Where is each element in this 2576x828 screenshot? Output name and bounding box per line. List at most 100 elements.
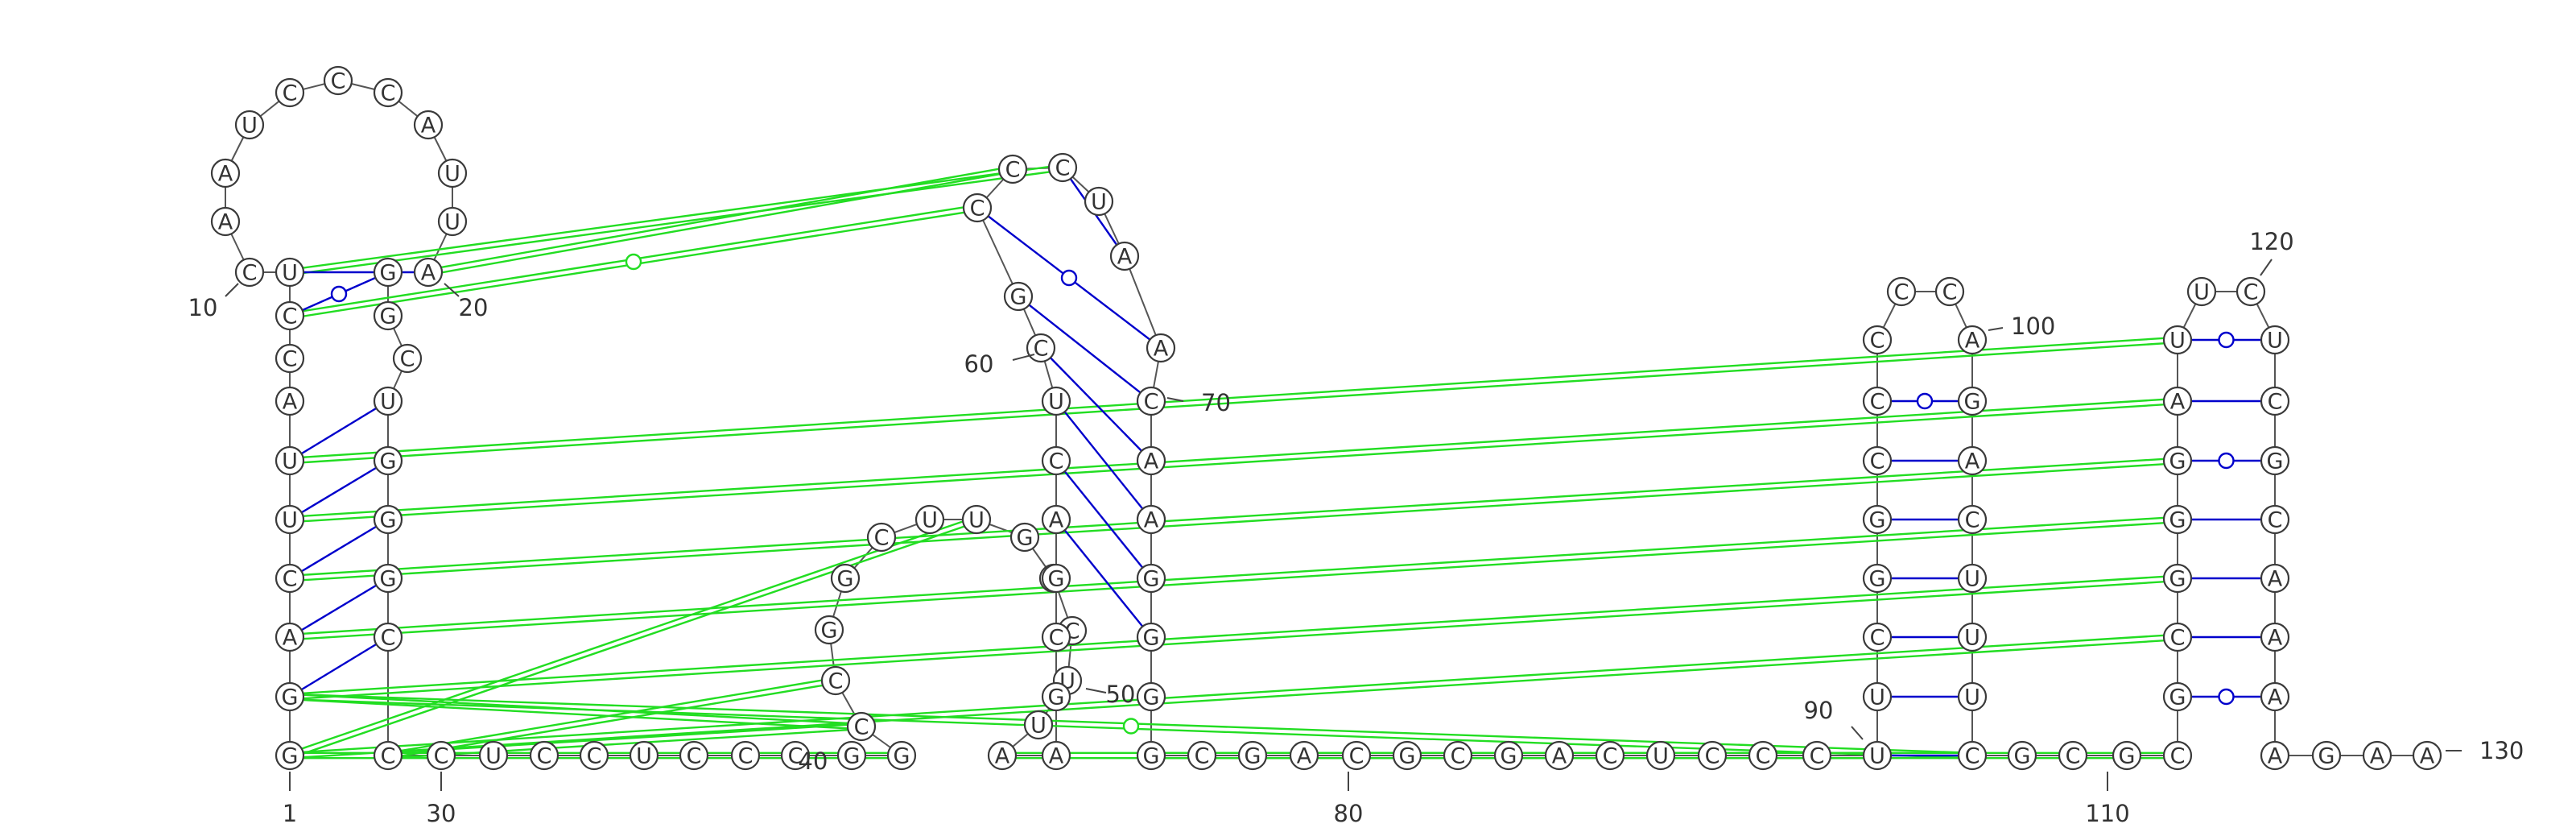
- nucleotide-circle: [1041, 504, 1071, 535]
- nucleotide: C: [373, 740, 403, 771]
- nucleotide-circle: [629, 740, 659, 771]
- nucleotide-letter: A: [2268, 626, 2283, 651]
- nucleotide-circle: [2186, 276, 2217, 307]
- nucleotide-letter: U: [444, 210, 460, 235]
- nucleotide-letter: U: [1030, 714, 1046, 739]
- nucleotide-circle: [1023, 710, 1054, 740]
- nucleotide-letter: C: [381, 626, 396, 651]
- backbone-segment: [1124, 255, 1162, 349]
- nucleotide: A: [1289, 740, 1319, 771]
- position-label: 10: [188, 294, 218, 321]
- nucleotide: A: [1957, 445, 1988, 476]
- nucleotide-circle: [2362, 740, 2392, 771]
- nucleotide-letter: G: [2014, 744, 2031, 769]
- position-label: 130: [2479, 737, 2524, 764]
- tertiary-interaction-line: [288, 515, 976, 755]
- nucleotide-circle: [1595, 740, 1625, 771]
- nucleotide-circle: [1862, 563, 1893, 594]
- nucleotide: A: [2260, 563, 2290, 594]
- nucleotide: A: [987, 740, 1018, 771]
- nucleotide: C: [1862, 445, 1893, 476]
- tertiary-interaction-line: [290, 520, 978, 760]
- nucleotide-letter: A: [1965, 449, 1980, 474]
- nucleotide: G: [1003, 281, 1034, 312]
- nucleotide-letter: G: [1245, 744, 1261, 769]
- tertiary-noncanonical-marker: [625, 253, 642, 271]
- nucleotide-letter: U: [1964, 685, 1980, 710]
- nucleotide-circle: [987, 740, 1018, 771]
- nucleotide-letter: C: [874, 526, 890, 551]
- nucleotide-letter: C: [1870, 449, 1885, 474]
- nucleotide: G: [1392, 740, 1422, 771]
- nucleotide-letter: A: [2268, 744, 2283, 769]
- nucleotide: C: [962, 193, 993, 223]
- nucleotide-letter: A: [2170, 390, 2186, 415]
- nucleotide: U: [437, 158, 468, 188]
- nucleotide-circle: [2260, 563, 2290, 594]
- nucleotide: G: [373, 257, 403, 288]
- nucleotide-circle: [1041, 563, 1071, 594]
- nucleotide-letter: G: [1143, 744, 1160, 769]
- nucleotide-circle: [2162, 622, 2193, 652]
- nucleotide-letter: C: [1705, 744, 1720, 769]
- nucleotide-letter: A: [1144, 508, 1159, 533]
- nucleotide-letter: U: [1964, 567, 1980, 592]
- nucleotide-letter: C: [2244, 280, 2259, 305]
- nucleotide: C: [529, 740, 559, 771]
- nucleotide-circle: [2162, 386, 2193, 416]
- nucleotide: C: [275, 563, 305, 594]
- nucleotide-circle: [1748, 740, 1778, 771]
- tertiary-interaction-line: [289, 574, 2178, 696]
- nucleotide: G: [1957, 386, 1988, 416]
- nucleotide-circle: [1289, 740, 1319, 771]
- nucleotide-letter: C: [1055, 156, 1071, 181]
- nucleotide: G: [2112, 740, 2142, 771]
- nucleotide-letter: C: [1942, 280, 1958, 305]
- nucleotide-circle: [275, 504, 305, 535]
- tertiary-interaction-line: [289, 698, 861, 731]
- position-label: 80: [1334, 800, 1364, 827]
- nucleotide: A: [1544, 740, 1575, 771]
- nucleotide: U: [914, 504, 945, 535]
- nucleotide: C: [323, 65, 353, 96]
- nucleotide-letter: C: [331, 69, 346, 94]
- nucleotide-letter: U: [922, 508, 938, 533]
- nucleotide-letter: C: [1965, 744, 1980, 769]
- nucleotide: U: [1023, 710, 1054, 740]
- nucleotide-circle: [961, 504, 992, 535]
- position-tick: [1085, 688, 1107, 693]
- nucleotide-letter: A: [218, 210, 233, 235]
- nucleotide: G: [830, 563, 861, 594]
- tertiary-interaction-line: [388, 727, 862, 760]
- tertiary-interaction-line: [290, 520, 2178, 641]
- nucleotide-circle: [1136, 740, 1166, 771]
- nucleotide-circle: [2162, 681, 2193, 712]
- nucleotide: U: [1862, 681, 1893, 712]
- nucleotide-circle: [1493, 740, 1524, 771]
- nucleotide-circle: [836, 740, 867, 771]
- nucleotide-letter: G: [821, 619, 838, 644]
- nucleotide-letter: C: [283, 304, 298, 329]
- nucleotide-circle: [1187, 740, 1217, 771]
- nucleotide-letter: U: [282, 449, 298, 474]
- nucleotide: G: [836, 740, 867, 771]
- position-label: 120: [2249, 228, 2293, 255]
- position-tick: [444, 283, 460, 297]
- nucleotide-circle: [1862, 445, 1893, 476]
- nucleotide: U: [275, 445, 305, 476]
- nucleotide-circle: [886, 740, 917, 771]
- base-pair-line: [1055, 519, 1152, 638]
- nucleotide: C: [1026, 333, 1056, 363]
- nucleotide-circle: [1047, 152, 1078, 183]
- nucleotide-letter: U: [282, 261, 298, 286]
- nucleotide-letter: C: [1756, 744, 1771, 769]
- nucleotide: C: [1697, 740, 1728, 771]
- base-pair-line: [289, 518, 389, 580]
- nucleotide: G: [1862, 504, 1893, 535]
- nucleotide: G: [814, 615, 844, 645]
- nucleotide-letter: U: [380, 390, 396, 415]
- position-label: 40: [799, 747, 828, 775]
- nucleotide-letter: G: [1143, 567, 1160, 592]
- nucleotide-circle: [997, 154, 1028, 184]
